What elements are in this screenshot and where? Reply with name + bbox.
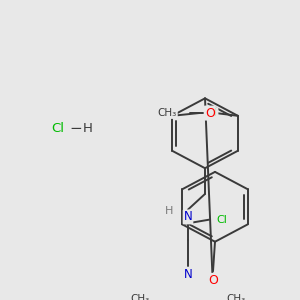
Text: O: O bbox=[205, 106, 215, 120]
Text: H: H bbox=[83, 122, 93, 135]
Text: Cl: Cl bbox=[207, 108, 218, 118]
Text: N: N bbox=[184, 268, 192, 281]
Text: −: − bbox=[70, 121, 83, 136]
Text: Cl: Cl bbox=[52, 122, 64, 135]
Text: CH₃: CH₃ bbox=[226, 294, 245, 300]
Text: H: H bbox=[165, 206, 173, 216]
Text: N: N bbox=[184, 210, 192, 224]
Text: CH₃: CH₃ bbox=[131, 294, 150, 300]
Text: CH₃: CH₃ bbox=[158, 108, 177, 118]
Text: O: O bbox=[208, 274, 218, 287]
Text: Cl: Cl bbox=[217, 215, 227, 225]
